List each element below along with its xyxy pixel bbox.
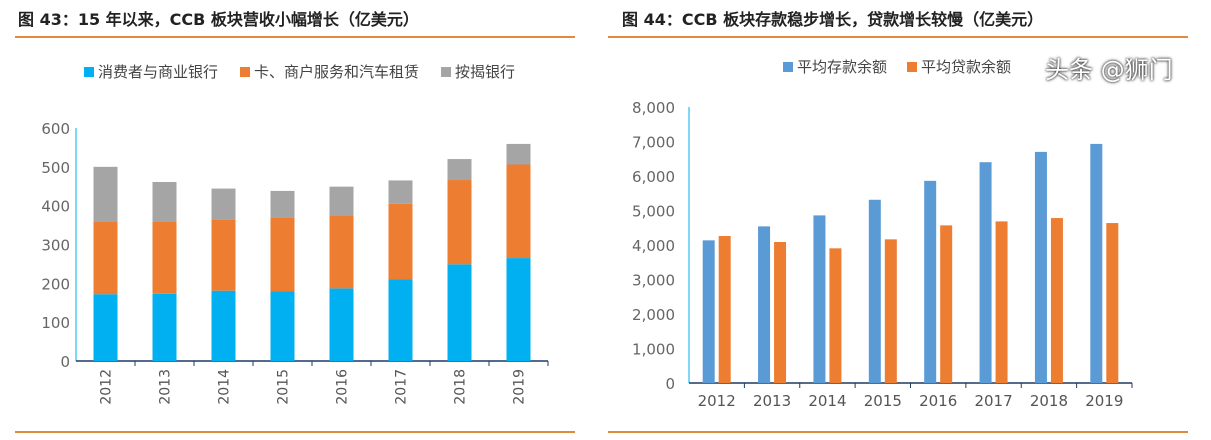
bar-2012-0	[702, 240, 715, 383]
ytick-2: 6,000	[632, 168, 675, 186]
xtick-1: 2013	[158, 369, 174, 405]
bar-2019-1	[506, 164, 531, 259]
bar-2017-0	[979, 162, 992, 383]
legend-label-2-0: 平均存款余额	[797, 58, 887, 76]
xtick-1: 2019	[512, 369, 528, 405]
bar-2014-0	[211, 290, 236, 361]
bar-2019-0	[506, 258, 531, 361]
xtick-2: 2013	[753, 392, 791, 410]
bar-2019-2	[506, 143, 531, 165]
legend-swatch-1-1	[240, 67, 251, 77]
ytick-2: 4,000	[632, 237, 675, 255]
xtick-2: 2014	[808, 392, 846, 410]
bar-2016-2	[329, 186, 354, 216]
title-rule-left	[15, 36, 575, 38]
ytick-2: 3,000	[632, 272, 675, 290]
bar-2013-1	[152, 221, 177, 294]
bar-2014-1	[211, 219, 236, 291]
legend-label-1-2: 按揭银行	[455, 63, 515, 81]
bar-2019-0	[1090, 143, 1103, 383]
xtick-1: 2016	[335, 369, 351, 405]
bar-2015-1	[884, 239, 897, 383]
ytick-1: 600	[41, 120, 70, 138]
bar-2012-1	[93, 221, 118, 295]
bar-2018-2	[447, 159, 472, 181]
ytick-1: 100	[41, 314, 70, 332]
bar-2012-0	[93, 294, 118, 361]
xtick-2: 2015	[864, 392, 902, 410]
legend-label-2-1: 平均贷款余额	[921, 58, 1011, 76]
legend-swatch-1-0	[84, 67, 94, 77]
bar-2016-0	[329, 288, 354, 361]
xtick-1: 2017	[394, 369, 410, 405]
title-rule-right	[608, 36, 1188, 38]
ytick-1: 0	[60, 353, 70, 371]
bar-2017-1	[995, 221, 1008, 383]
bar-2017-2	[388, 180, 413, 204]
bar-2015-0	[270, 291, 295, 361]
watermark: 头条 @狮门	[1045, 56, 1173, 84]
ytick-2: 8,000	[632, 99, 675, 117]
bar-2013-0	[152, 293, 177, 361]
bar-2016-1	[940, 225, 953, 383]
xtick-2: 2018	[1030, 392, 1068, 410]
bar-2016-1	[329, 215, 354, 289]
ytick-2: 5,000	[632, 203, 675, 221]
bar-2013-0	[758, 226, 771, 383]
xtick-2: 2019	[1085, 392, 1123, 410]
bar-2017-1	[388, 203, 413, 280]
xtick-1: 2018	[453, 369, 469, 405]
bar-2012-1	[718, 236, 731, 383]
chart1-title: 图 43：15 年以来，CCB 板块营收小幅增长（亿美元）	[18, 10, 419, 29]
bar-2015-1	[270, 217, 295, 292]
xtick-2: 2012	[698, 392, 736, 410]
xtick-1: 2014	[217, 369, 233, 405]
xtick-2: 2017	[974, 392, 1012, 410]
bar-2019-1	[1106, 223, 1119, 383]
ytick-2: 1,000	[632, 341, 675, 359]
bar-2013-1	[774, 241, 787, 383]
xtick-2: 2016	[919, 392, 957, 410]
legend-label-1-0: 消费者与商业银行	[98, 63, 218, 81]
xtick-1: 2012	[99, 369, 115, 405]
ytick-1: 300	[41, 237, 70, 255]
bar-2015-0	[868, 199, 881, 383]
bar-2018-0	[447, 264, 472, 361]
bar-2016-0	[924, 180, 937, 383]
legend-swatch-1-2	[441, 67, 452, 77]
bar-2012-2	[93, 166, 118, 222]
legend-label-1-1: 卡、商户服务和汽车租赁	[254, 63, 419, 81]
bar-2013-2	[152, 181, 177, 222]
bar-2014-2	[211, 188, 236, 220]
bar-2014-0	[813, 215, 826, 383]
ytick-2: 0	[665, 375, 675, 393]
bottom-rule-right	[608, 431, 1188, 433]
legend-swatch-2-1	[907, 62, 918, 72]
bar-2014-1	[829, 248, 842, 383]
bar-2015-2	[270, 190, 295, 218]
bar-2018-1	[447, 180, 472, 265]
ytick-2: 7,000	[632, 134, 675, 152]
bar-2018-1	[1050, 218, 1063, 383]
chart2-title: 图 44：CCB 板块存款稳步增长，贷款增长较慢（亿美元）	[622, 10, 1044, 29]
xtick-1: 2015	[276, 369, 292, 405]
ytick-2: 2,000	[632, 306, 675, 324]
bar-2017-0	[388, 279, 413, 361]
bottom-rule-left	[15, 431, 575, 433]
legend-swatch-2-0	[783, 62, 793, 72]
ytick-1: 400	[41, 198, 70, 216]
bar-2018-0	[1034, 151, 1047, 383]
ytick-1: 500	[41, 159, 70, 177]
ytick-1: 200	[41, 275, 70, 293]
